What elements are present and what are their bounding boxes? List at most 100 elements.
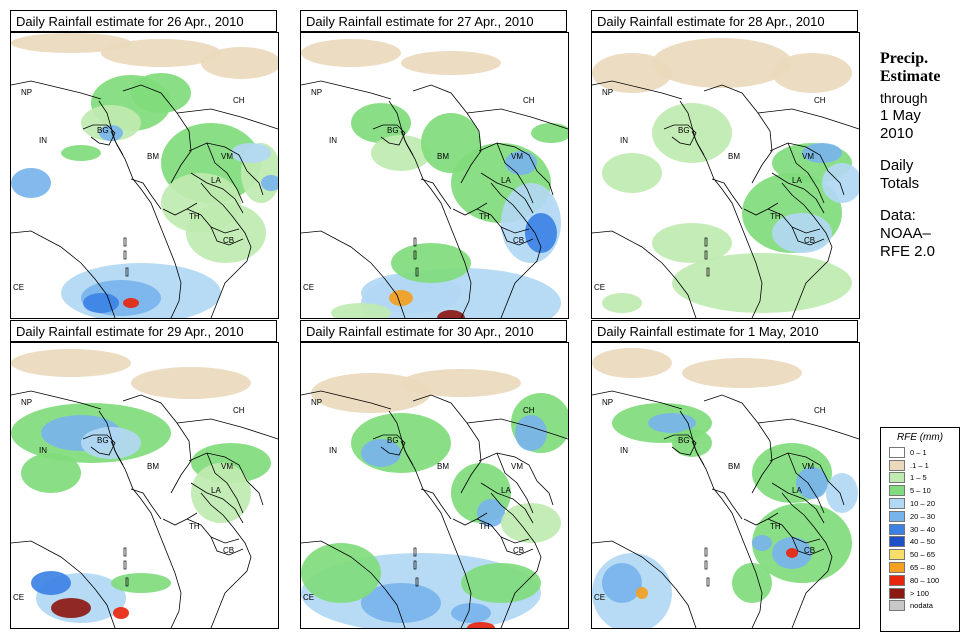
legend-range: 10 – 20 xyxy=(910,499,936,509)
island xyxy=(123,560,127,570)
country-label-ce: CE xyxy=(13,593,24,602)
rainfall-area xyxy=(231,143,271,163)
rainfall-area xyxy=(11,33,131,53)
rainfall-area xyxy=(191,463,251,523)
boundary-line xyxy=(301,230,406,318)
boundary-line xyxy=(301,540,406,628)
legend-swatch xyxy=(889,510,905,522)
country-label-la: LA xyxy=(211,176,221,185)
rainfall-area xyxy=(301,543,381,603)
country-label-cb: CB xyxy=(223,236,234,245)
rainfall-area xyxy=(101,39,221,67)
rainfall-area xyxy=(31,571,71,595)
country-label-th: TH xyxy=(479,522,490,531)
island xyxy=(415,577,419,587)
boundary-line xyxy=(490,182,542,318)
boundary-line xyxy=(771,482,825,524)
boundary-line xyxy=(496,142,534,204)
heading-precip: Precip. xyxy=(880,50,929,67)
boundary-line xyxy=(98,410,124,466)
island xyxy=(413,560,417,570)
rainfall-area xyxy=(437,310,465,318)
boundary-line xyxy=(412,394,482,494)
boundary-line xyxy=(466,418,568,440)
legend-range: .1 – 1 xyxy=(910,460,929,470)
country-label-vm: VM xyxy=(511,462,523,471)
country-label-th: TH xyxy=(189,212,200,221)
rainfall-area xyxy=(802,143,842,163)
legend-range: 30 – 40 xyxy=(910,524,936,534)
legend-item: 50 – 65 xyxy=(881,548,959,561)
rainfall-area xyxy=(331,303,391,318)
rainfall-map: NP IN BG BM CH VM LA TH CB CE xyxy=(300,342,569,629)
country-label-cb: CB xyxy=(804,546,815,555)
country-label-ch: CH xyxy=(814,406,826,415)
rainfall-area xyxy=(61,145,101,161)
rainfall-area xyxy=(81,105,141,141)
panel-title: Daily Rainfall estimate for 29 Apr., 201… xyxy=(10,320,277,342)
rainfall-area xyxy=(201,47,278,79)
island xyxy=(123,250,127,260)
rainfall-area xyxy=(361,273,461,313)
legend-swatch xyxy=(889,562,905,574)
country-label-la: LA xyxy=(792,176,802,185)
rainfall-area xyxy=(672,429,712,457)
island xyxy=(706,577,710,587)
boundary-line xyxy=(162,512,198,526)
boundary-line xyxy=(500,536,530,544)
rainfall-area xyxy=(401,369,521,397)
rainfall-area xyxy=(525,213,557,253)
boundary-line xyxy=(11,540,116,628)
boundary-line xyxy=(420,178,452,210)
legend-swatch xyxy=(889,587,905,599)
boundary-line xyxy=(679,410,705,466)
country-label-bm: BM xyxy=(147,462,159,471)
country-label-bg: BG xyxy=(387,436,399,445)
rainfall-area xyxy=(389,290,413,306)
boundary-line xyxy=(210,536,240,544)
boundary-line xyxy=(122,394,192,494)
boundary-line xyxy=(743,202,779,216)
legend-range: 50 – 65 xyxy=(910,550,936,560)
boundary-line xyxy=(500,226,530,234)
boundary-line xyxy=(400,440,472,628)
rainfall-area xyxy=(81,427,141,459)
map-panel-1-may: Daily Rainfall estimate for 1 May, 2010 … xyxy=(591,320,867,631)
legend-range: > 100 xyxy=(910,588,929,598)
boundary-line xyxy=(787,142,825,204)
boundary-line xyxy=(388,410,414,466)
legend-item: 5 – 10 xyxy=(881,484,959,497)
boundary-line xyxy=(791,226,821,234)
rainfall-map: NP IN BG BM CH VM LA TH CB CE xyxy=(591,32,860,319)
boundary-line xyxy=(771,172,825,214)
legend-range: 20 – 30 xyxy=(910,511,936,521)
country-label-cb: CB xyxy=(804,236,815,245)
legend-range: 40 – 50 xyxy=(910,537,936,547)
rainfall-area xyxy=(451,603,491,623)
island xyxy=(125,577,129,587)
rfe-legend: RFE (mm) 0 – 1 .1 – 1 1 – 5 5 – 10 10 – 20 20… xyxy=(880,427,960,632)
island xyxy=(704,560,708,570)
legend-swatch xyxy=(889,574,905,586)
rainfall-area xyxy=(602,563,642,603)
island xyxy=(704,237,708,247)
country-label-ce: CE xyxy=(303,593,314,602)
rainfall-area xyxy=(531,123,568,143)
country-label-vm: VM xyxy=(511,152,523,161)
boundary-line xyxy=(476,518,534,556)
rainfall-area xyxy=(11,168,51,198)
rainfall-map: NP IN BG BM CH VM LA TH CB CE xyxy=(591,342,860,629)
country-label-ch: CH xyxy=(814,96,826,105)
map-svg: NP IN BG BM CH VM LA TH CB CE xyxy=(11,349,278,628)
country-label-np: NP xyxy=(602,398,613,407)
rainfall-area xyxy=(752,535,772,551)
map-svg: NP IN BG BM CH VM LA TH CB CE xyxy=(592,38,859,318)
data-label: Data: xyxy=(880,207,916,224)
boundary-line xyxy=(122,84,192,184)
boundary-line xyxy=(452,202,488,216)
island xyxy=(704,547,708,557)
rainfall-area xyxy=(123,298,139,308)
rainfall-area xyxy=(826,473,858,513)
island xyxy=(413,237,417,247)
legend-item: 20 – 30 xyxy=(881,510,959,523)
